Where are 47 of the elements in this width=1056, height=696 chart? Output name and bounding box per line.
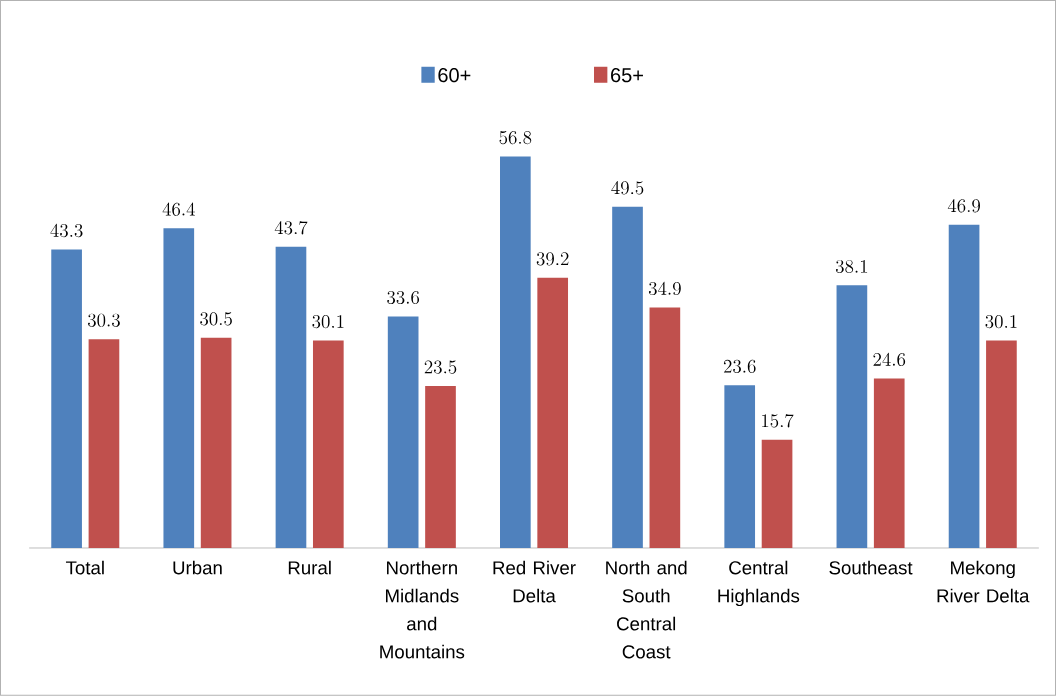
x-tick-label: Red River Delta (493, 560, 576, 603)
bar (649, 307, 681, 549)
data-label: 46.4 (162, 202, 195, 216)
x-tick-label: Total (65, 560, 104, 575)
x-tick-label: Southeast (829, 560, 913, 575)
data-label: 38. 1 (835, 259, 868, 274)
legend-label: 60+ (438, 68, 471, 83)
data-label: 49.5 (611, 181, 644, 195)
bar (51, 249, 82, 549)
bar (761, 439, 793, 549)
bar (724, 385, 756, 549)
x-tick-label: Urban (173, 560, 222, 575)
bar (200, 337, 232, 549)
bar (88, 339, 120, 549)
bar (836, 285, 868, 549)
x-tick-label: Central Highlands (718, 560, 800, 607)
x-tick-label: North and South Central Coast (606, 560, 687, 659)
bar (312, 340, 344, 549)
data-label: 34.9 (648, 281, 681, 296)
x-tick-label: Northern Midlands and Mountains (380, 560, 465, 659)
data-label: 46.9 (947, 199, 980, 213)
bar (537, 277, 569, 549)
bar (612, 206, 643, 549)
bar (163, 228, 195, 549)
data-label: 43.3 (50, 223, 83, 238)
x-tick-label: Mekong River Delta (937, 560, 1030, 603)
data-label: 23.5 (424, 360, 457, 374)
data-label: 43.7 (274, 221, 308, 235)
data-label: 56.8 (499, 131, 532, 145)
data-label: 39.2 (536, 252, 569, 266)
data-label: 30.5 (200, 312, 232, 326)
bar (500, 156, 531, 549)
data-label: 33.6 (387, 290, 420, 305)
legend-label: 65+ (611, 68, 643, 83)
data-label: 24.6 (873, 352, 906, 367)
data-label: 30. 1 (312, 315, 344, 329)
bar (948, 224, 980, 549)
bar (873, 378, 905, 549)
data-label: 30. 1 (985, 315, 1017, 329)
data-label: 23.6 (723, 359, 756, 374)
data-label: 30.3 (88, 313, 120, 327)
bar (387, 316, 419, 549)
bar (275, 246, 307, 549)
bar (986, 340, 1017, 549)
data-label: 15.7 (762, 414, 794, 428)
bar (425, 386, 456, 549)
x-tick-label: Rural (288, 560, 331, 575)
